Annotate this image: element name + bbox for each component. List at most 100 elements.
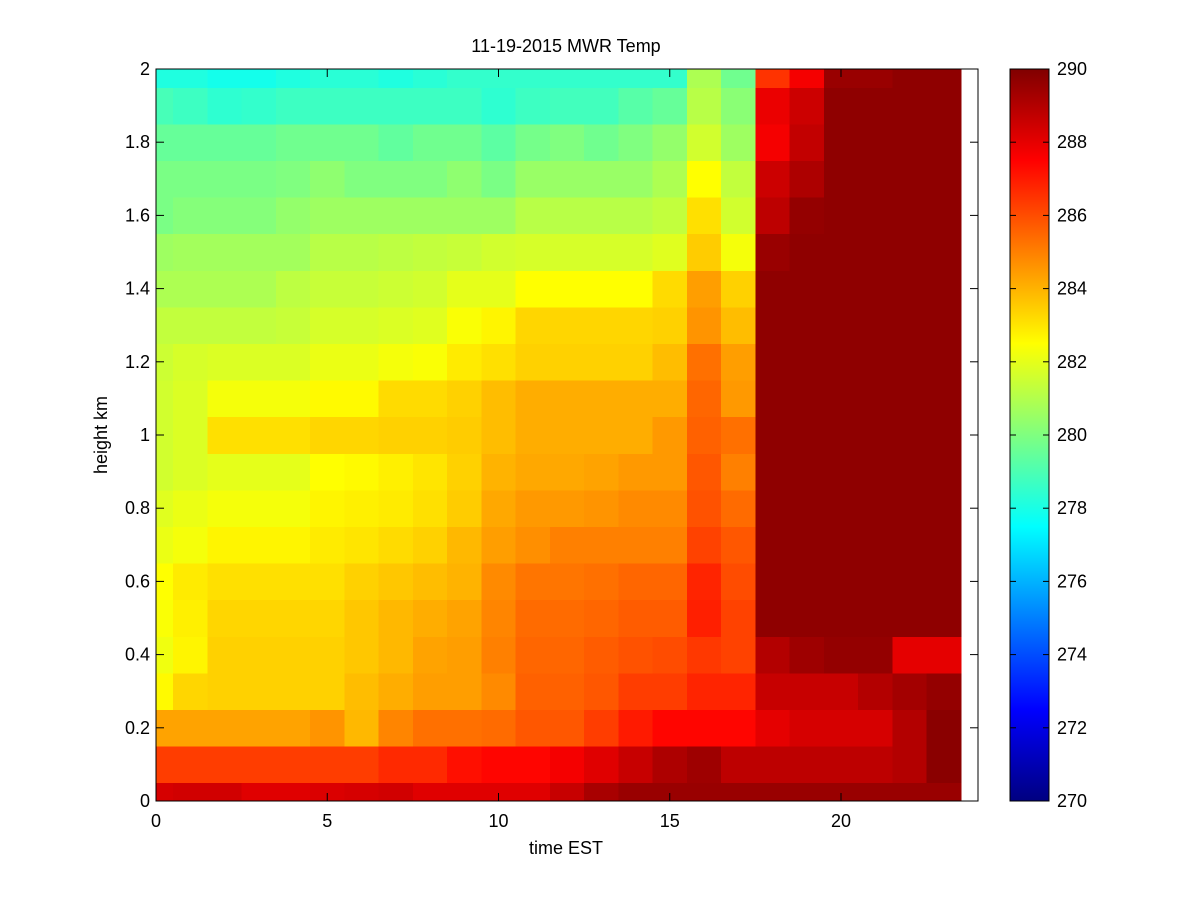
heatmap-cell xyxy=(858,87,893,125)
heatmap-cell xyxy=(755,636,791,674)
heatmap-cell xyxy=(789,416,825,454)
y-tick-label: 1.4 xyxy=(125,279,150,299)
x-tick-label: 5 xyxy=(322,811,332,831)
heatmap-cell xyxy=(892,306,928,344)
heatmap-cell xyxy=(755,233,791,271)
heatmap-cell xyxy=(755,69,791,88)
heatmap-cell xyxy=(584,746,619,784)
heatmap-cell xyxy=(584,709,619,747)
heatmap-cell xyxy=(275,87,311,125)
heatmap-cell xyxy=(481,489,517,527)
heatmap-cell xyxy=(892,233,928,271)
heatmap-cell xyxy=(275,306,311,344)
heatmap-cell xyxy=(275,197,311,235)
x-tick-label: 10 xyxy=(488,811,508,831)
heatmap-cell xyxy=(173,489,208,527)
heatmap-cell xyxy=(173,526,208,564)
heatmap-cell xyxy=(789,197,825,235)
heatmap-cell xyxy=(447,233,482,271)
heatmap-cell xyxy=(755,380,791,418)
heatmap-cell xyxy=(789,636,825,674)
heatmap-cell xyxy=(789,160,825,198)
heatmap-cell xyxy=(207,306,243,344)
heatmap-cell xyxy=(686,672,722,710)
heatmap-cell xyxy=(412,197,448,235)
heatmap-cell xyxy=(892,160,928,198)
heatmap-cell xyxy=(156,197,174,235)
heatmap-cell xyxy=(926,87,962,125)
heatmap-cell xyxy=(378,489,414,527)
heatmap-cell xyxy=(310,197,345,235)
heatmap-cell xyxy=(481,270,517,308)
heatmap-cell xyxy=(412,782,448,802)
heatmap-cell xyxy=(686,782,722,802)
heatmap-cell xyxy=(892,123,928,161)
heatmap-cell xyxy=(481,343,517,381)
colorbar-tick-label: 290 xyxy=(1057,59,1087,79)
heatmap-cell xyxy=(481,69,517,88)
heatmap-cell xyxy=(412,636,448,674)
heatmap-cell xyxy=(378,69,414,88)
heatmap-cell xyxy=(618,636,654,674)
heatmap-cell xyxy=(344,709,380,747)
heatmap-cell xyxy=(584,416,619,454)
heatmap-cell xyxy=(926,197,962,235)
heatmap-cell xyxy=(481,197,517,235)
heatmap-cell xyxy=(515,782,551,802)
heatmap-cell xyxy=(412,160,448,198)
heatmap-cell xyxy=(549,709,585,747)
heatmap-cell xyxy=(207,197,243,235)
heatmap-cell xyxy=(207,782,243,802)
heatmap-cell xyxy=(549,270,585,308)
heatmap-cell xyxy=(310,416,345,454)
heatmap-cell xyxy=(515,636,551,674)
heatmap-cell xyxy=(892,526,928,564)
heatmap-cell xyxy=(686,270,722,308)
heatmap-cell xyxy=(241,599,277,637)
heatmap-cell xyxy=(207,123,243,161)
heatmap-cell xyxy=(892,343,928,381)
heatmap-cell xyxy=(275,270,311,308)
heatmap-cell xyxy=(515,160,551,198)
heatmap-cell xyxy=(156,526,174,564)
heatmap-cell xyxy=(618,160,654,198)
colorbar-tick-label: 288 xyxy=(1057,132,1087,152)
heatmap-cell xyxy=(618,709,654,747)
heatmap-cell xyxy=(275,636,311,674)
y-tick-label: 2 xyxy=(140,59,150,79)
heatmap-cell xyxy=(686,563,722,601)
colorbar-tick-label: 276 xyxy=(1057,571,1087,591)
heatmap-cell xyxy=(447,709,482,747)
heatmap-cell xyxy=(823,380,859,418)
heatmap-cell xyxy=(207,87,243,125)
heatmap-cell xyxy=(173,123,208,161)
heatmap-cell xyxy=(241,160,277,198)
heatmap-cell xyxy=(207,636,243,674)
heatmap-cell xyxy=(618,563,654,601)
heatmap-cell xyxy=(926,636,962,674)
heatmap-cell xyxy=(515,709,551,747)
heatmap-cell xyxy=(652,599,688,637)
heatmap-cell xyxy=(156,746,174,784)
heatmap-cell xyxy=(618,270,654,308)
heatmap-cell xyxy=(412,599,448,637)
heatmap-cell xyxy=(310,233,345,271)
heatmap-cell xyxy=(481,563,517,601)
heatmap-cell xyxy=(241,563,277,601)
heatmap-cell xyxy=(241,69,277,88)
heatmap-cell xyxy=(549,123,585,161)
heatmap-cell xyxy=(618,87,654,125)
heatmap-cell xyxy=(823,709,859,747)
heatmap-cell xyxy=(173,160,208,198)
heatmap-cell xyxy=(584,782,619,802)
heatmap-cell xyxy=(858,746,893,784)
heatmap-cell xyxy=(823,123,859,161)
heatmap-cell xyxy=(344,599,380,637)
heatmap-cell xyxy=(584,197,619,235)
heatmap-cell xyxy=(378,453,414,491)
heatmap-cell xyxy=(652,69,688,88)
heatmap-cell xyxy=(310,306,345,344)
heatmap-cell xyxy=(892,636,928,674)
heatmap-cell xyxy=(173,563,208,601)
heatmap-cell xyxy=(926,672,962,710)
